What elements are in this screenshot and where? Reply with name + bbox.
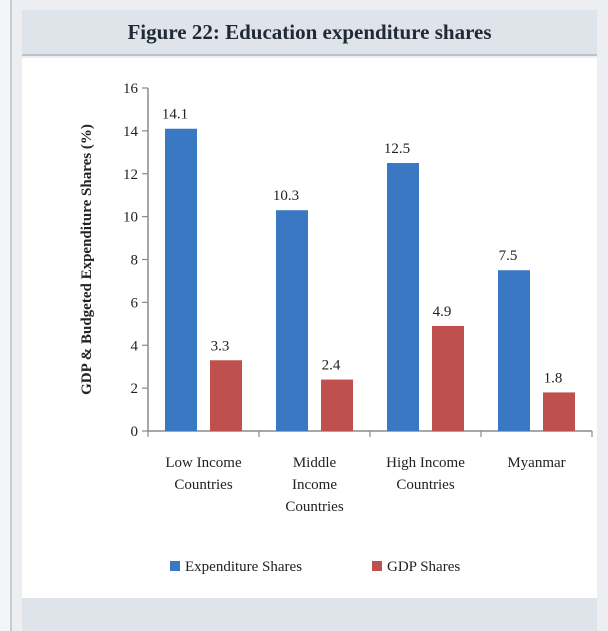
gdp-bar — [321, 379, 353, 431]
figure-title: Figure 22: Education expenditure shares — [127, 20, 492, 44]
gdp-bar — [543, 392, 575, 431]
y-tick-label: 8 — [131, 253, 139, 269]
data-labels: 14.1 3.3 10.3 2.4 12.5 4.9 7.5 1.8 — [162, 107, 563, 387]
legend-swatch — [372, 561, 382, 571]
bars — [165, 128, 575, 431]
data-label: 3.3 — [211, 338, 230, 354]
legend-label: GDP Shares — [387, 559, 460, 575]
x-tick-label: Low Income Countries — [165, 455, 242, 493]
x-tick-label: Middle Income Countries — [285, 455, 343, 515]
data-label: 1.8 — [544, 370, 563, 386]
x-tick-label: Myanmar — [507, 455, 565, 471]
expenditure-bar — [165, 128, 197, 431]
y-tick-label: 0 — [131, 424, 139, 440]
legend-label: Expenditure Shares — [185, 559, 302, 575]
data-label: 12.5 — [384, 141, 410, 157]
y-tick-label: 12 — [123, 167, 138, 183]
expenditure-bar — [276, 210, 308, 431]
gdp-bar — [210, 360, 242, 431]
legend: Expenditure Shares GDP Shares — [170, 559, 460, 575]
data-label: 14.1 — [162, 107, 188, 123]
expenditure-bar — [498, 270, 530, 431]
gdp-bar — [432, 325, 464, 431]
y-axis-title: GDP & Budgeted Expenditure Shares (%) — [79, 124, 95, 395]
y-tick-label: 14 — [123, 124, 139, 140]
data-label: 2.4 — [322, 358, 341, 374]
footer-strip — [22, 598, 597, 631]
y-tick-label: 4 — [131, 338, 139, 354]
data-label: 10.3 — [273, 188, 299, 204]
data-label: 4.9 — [433, 304, 452, 320]
expenditure-bar — [387, 163, 419, 431]
y-tick-label: 6 — [131, 295, 139, 311]
x-tick-label: High Income Countries — [386, 455, 465, 493]
legend-swatch — [170, 561, 180, 571]
y-tick-label: 16 — [123, 81, 139, 97]
figure-title-bar — [22, 10, 597, 56]
data-label: 7.5 — [499, 248, 518, 264]
y-tick-label: 10 — [123, 210, 138, 226]
y-tick-label: 2 — [131, 381, 139, 397]
